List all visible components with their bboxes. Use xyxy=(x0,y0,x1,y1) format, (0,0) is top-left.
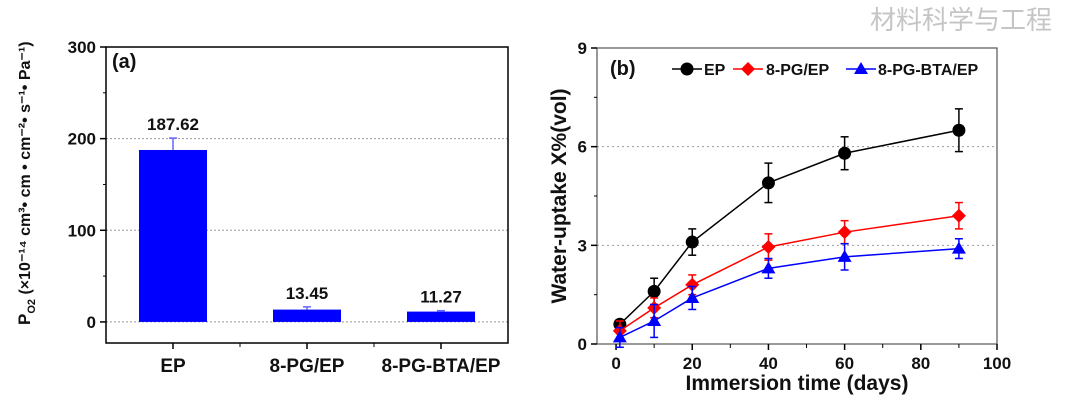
legend-label: 8-PG-BTA/EP xyxy=(878,62,978,79)
bar xyxy=(273,309,341,322)
y-tick-label: 6 xyxy=(578,138,587,157)
legend-label: EP xyxy=(704,62,726,79)
data-point xyxy=(685,235,699,249)
plot-frame xyxy=(596,47,998,345)
y-axis-label-text: PO2 (×10⁻¹⁴ cm³• cm • cm⁻²• s⁻¹• Pa⁻¹) xyxy=(15,41,38,325)
series-line xyxy=(619,129,960,325)
data-point xyxy=(952,123,966,137)
data-label: 13.45 xyxy=(286,284,329,303)
series-8-pg-ep xyxy=(612,201,966,342)
x-tick-label: 40 xyxy=(759,354,778,373)
data-point xyxy=(761,239,776,254)
x-tick-label: 8-PG/EP xyxy=(270,356,345,377)
y-label-sub: O2 xyxy=(26,299,38,314)
x-tick-label: 8-PG-BTA/EP xyxy=(382,356,501,377)
legend-marker xyxy=(680,62,694,76)
y-tick-label: 0 xyxy=(578,335,587,354)
x-tick-label: EP xyxy=(160,356,186,377)
series-ep xyxy=(613,108,966,331)
data-point xyxy=(951,241,966,254)
x-tick-label: 0 xyxy=(611,354,620,373)
y-label-rest: (×10⁻¹⁴ cm³• cm • cm⁻²• s⁻¹• Pa⁻¹) xyxy=(17,41,34,299)
bar xyxy=(407,311,475,322)
y-tick-label: 200 xyxy=(68,130,96,149)
y-tick-label: 9 xyxy=(578,39,587,58)
data-point xyxy=(761,176,775,190)
data-point xyxy=(837,225,852,240)
data-point xyxy=(838,146,852,160)
watermark: 材料科学与工程 xyxy=(870,6,1053,36)
x-tick-label: 20 xyxy=(683,354,702,373)
y-axis-label: Water-uptake X%(vol) xyxy=(548,88,571,303)
y-tick-label: 3 xyxy=(578,236,587,255)
data-point xyxy=(612,330,627,343)
x-tick-label: 100 xyxy=(983,354,1011,373)
legend-label: 8-PG/EP xyxy=(766,62,829,79)
x-tick-label: 80 xyxy=(911,354,930,373)
panel-label: (a) xyxy=(112,51,136,73)
data-label: 11.27 xyxy=(420,288,462,307)
y-tick-label: 0 xyxy=(87,313,96,332)
y-axis-label-text: Water-uptake X%(vol) xyxy=(548,88,571,303)
bar xyxy=(139,149,207,322)
series-line xyxy=(619,247,959,339)
data-point xyxy=(837,249,852,262)
y-tick-label: 300 xyxy=(68,38,96,57)
y-label-main: P xyxy=(15,314,34,325)
legend-marker xyxy=(854,62,868,74)
data-label: 187.62 xyxy=(147,115,199,134)
x-tick-label: 60 xyxy=(835,354,854,373)
data-point xyxy=(685,277,700,292)
data-point xyxy=(951,208,966,223)
data-point xyxy=(647,284,661,298)
legend-marker xyxy=(741,62,755,76)
y-tick-label: 100 xyxy=(68,221,96,240)
data-point xyxy=(761,261,776,274)
x-axis-label: Immersion time (days) xyxy=(686,372,909,395)
panel-label: (b) xyxy=(610,58,636,80)
series-line xyxy=(619,214,960,332)
y-axis-label: PO2 (×10⁻¹⁴ cm³• cm • cm⁻²• s⁻¹• Pa⁻¹) xyxy=(15,41,38,325)
data-point xyxy=(685,290,700,303)
data-point xyxy=(647,313,662,326)
series-8-pg-bta-ep xyxy=(612,238,966,349)
